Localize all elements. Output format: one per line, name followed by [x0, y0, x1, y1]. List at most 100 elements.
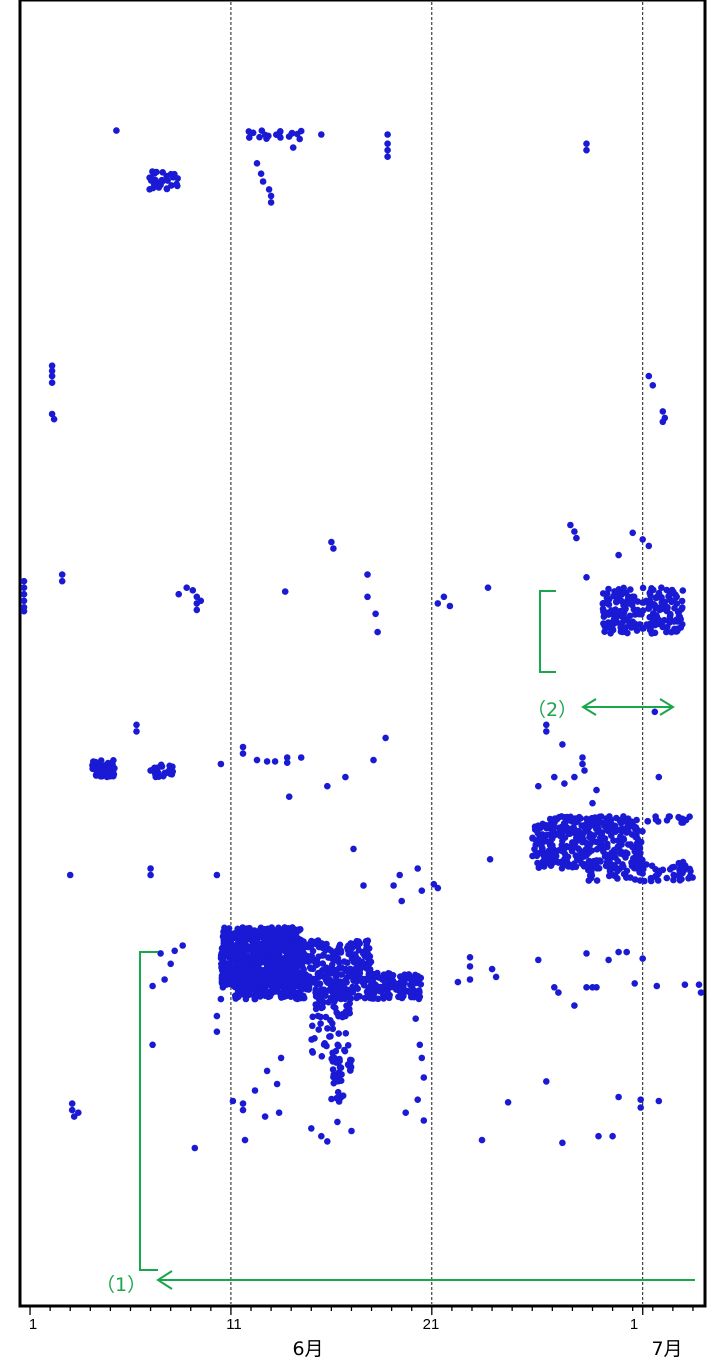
data-point [697, 989, 705, 996]
data-point [595, 1132, 602, 1140]
data-point [329, 1049, 336, 1057]
data-point [273, 1080, 281, 1088]
data-point [364, 571, 371, 578]
data-point [401, 971, 408, 978]
data-point [586, 872, 594, 879]
data-point [274, 982, 282, 989]
data-point [267, 192, 275, 200]
data-point [639, 955, 646, 962]
data-point [617, 816, 625, 824]
data-point [588, 835, 595, 842]
data-point [440, 593, 448, 601]
data-point [599, 599, 607, 607]
data-point [551, 773, 558, 781]
data-point [571, 1002, 578, 1009]
data-point [606, 859, 614, 867]
data-point [133, 728, 140, 735]
data-point [222, 927, 229, 934]
data-point [581, 767, 588, 774]
data-point [250, 930, 258, 937]
data-point [100, 763, 108, 771]
data-point [671, 604, 678, 612]
data-point [390, 882, 397, 889]
data-point [219, 946, 226, 954]
data-point [287, 993, 295, 1000]
data-point [251, 1087, 259, 1094]
annotation-2-bracket [539, 590, 556, 673]
data-point [313, 940, 320, 948]
data-point [328, 538, 335, 546]
data-point [420, 1117, 428, 1124]
data-point [599, 590, 607, 597]
data-point [635, 851, 642, 858]
data-point [261, 940, 269, 947]
data-point [367, 986, 374, 993]
data-point [306, 973, 313, 980]
data-point [412, 1015, 420, 1022]
data-point [261, 930, 268, 937]
data-point [622, 854, 629, 861]
tick-label: 11 [226, 1316, 242, 1333]
data-point [678, 865, 686, 872]
data-point [372, 981, 380, 989]
data-point [343, 979, 350, 986]
data-point [658, 584, 665, 591]
data-point [559, 741, 566, 748]
data-point [605, 585, 612, 593]
data-point [263, 758, 271, 765]
data-point [651, 629, 659, 637]
data-point [251, 937, 258, 945]
data-point [318, 1004, 325, 1012]
data-point [617, 624, 624, 631]
data-point [670, 618, 678, 625]
data-point [321, 966, 329, 973]
data-point [658, 605, 666, 613]
data-point [615, 551, 622, 559]
data-point [639, 828, 646, 835]
data-point [229, 1097, 237, 1105]
data-point [663, 628, 670, 636]
data-point [331, 998, 338, 1005]
data-point [332, 1059, 340, 1066]
data-point [583, 950, 590, 957]
data-point [612, 828, 619, 835]
data-point [259, 953, 267, 961]
data-point [360, 981, 368, 989]
data-point [384, 153, 391, 160]
data-point [149, 982, 156, 990]
data-point [276, 937, 283, 945]
data-point [670, 597, 678, 605]
data-point [173, 180, 180, 188]
data-point [264, 957, 272, 964]
data-point [317, 1013, 324, 1021]
data-point [637, 1096, 644, 1103]
data-point [583, 140, 590, 147]
data-point [418, 1054, 426, 1062]
data-point [687, 867, 694, 875]
data-point [603, 818, 610, 825]
data-point [446, 602, 454, 610]
data-point [547, 837, 554, 845]
data-point [328, 1095, 335, 1103]
data-point [221, 936, 228, 943]
data-point [193, 606, 201, 614]
data-point [334, 955, 342, 962]
data-point [261, 131, 269, 139]
data-point [345, 991, 352, 998]
data-point [346, 1000, 354, 1007]
data-point [615, 1093, 622, 1101]
data-point [579, 754, 586, 761]
data-point [592, 860, 600, 868]
data-point [664, 623, 671, 631]
data-point [380, 971, 388, 978]
data-point [283, 754, 291, 761]
data-point [558, 865, 566, 872]
data-point [647, 877, 655, 885]
data-point [329, 1066, 337, 1073]
data-point [339, 1092, 347, 1099]
data-point [110, 757, 117, 764]
data-point [252, 977, 260, 985]
data-point [649, 610, 657, 617]
data-point [300, 985, 308, 992]
data-point [634, 864, 641, 871]
